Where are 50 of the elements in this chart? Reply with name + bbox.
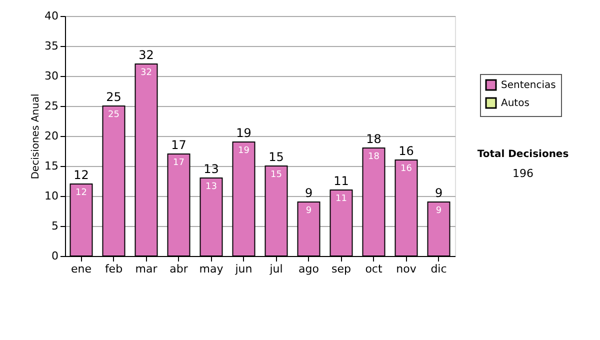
y-tick-label: 35 [44, 40, 58, 52]
total-label: 25 [106, 90, 122, 104]
total-label: 16 [398, 144, 414, 158]
x-tick-label: sep [332, 262, 352, 276]
total-label: 32 [138, 48, 154, 62]
x-tick-label: jul [268, 262, 283, 276]
x-tick-label: oct [365, 262, 383, 276]
x-tick-label: nov [396, 262, 417, 276]
legend-label: Autos [501, 98, 530, 109]
data-label: 19 [238, 146, 250, 156]
data-label: 11 [336, 194, 347, 204]
y-tick-label: 40 [44, 10, 58, 22]
y-tick-label: 25 [44, 100, 58, 112]
total-label: 13 [204, 162, 219, 176]
data-label: 17 [173, 158, 184, 168]
total-label: 11 [334, 174, 349, 188]
x-tick-label: ago [298, 262, 320, 276]
text: 196 [512, 167, 534, 180]
total-label: 17 [171, 138, 186, 152]
x-tick-label: may [199, 262, 224, 276]
legend-label: Sentencias [501, 80, 556, 91]
data-label: 12 [76, 188, 87, 198]
total-label: 19 [236, 126, 252, 140]
data-label: 18 [368, 152, 380, 162]
y-tick-label: 30 [44, 70, 58, 82]
y-tick-label: 0 [52, 250, 58, 262]
data-label: 13 [206, 182, 217, 192]
total-label: 9 [304, 186, 313, 200]
y-tick-label: 15 [44, 160, 58, 172]
y-tick-label: 20 [44, 130, 58, 142]
data-label: 9 [306, 206, 312, 216]
total-label: 18 [366, 132, 382, 146]
x-tick-label: feb [104, 262, 123, 276]
x-tick-label: jun [234, 262, 252, 276]
total-label: 12 [74, 168, 89, 182]
y-axis-title: Decisiones Anual [30, 94, 42, 180]
total-label: 9 [434, 186, 443, 200]
text: Total Decisiones [477, 149, 569, 160]
y-tick-label: 10 [44, 190, 58, 202]
data-label: 25 [108, 110, 120, 120]
x-tick-label: mar [135, 262, 158, 276]
x-tick-label: ene [70, 262, 92, 276]
y-tick-label: 5 [52, 220, 58, 232]
data-label: 32 [140, 68, 152, 78]
x-tick-label: abr [170, 262, 188, 276]
x-tick-label: dic [430, 262, 447, 276]
total-label: 15 [268, 150, 284, 164]
data-label: 15 [270, 170, 282, 180]
data-label: 9 [436, 206, 442, 216]
data-label: 16 [400, 164, 412, 174]
